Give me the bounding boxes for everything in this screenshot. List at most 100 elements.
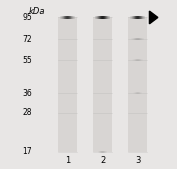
- Bar: [140, 38, 141, 40]
- Bar: [102, 151, 103, 153]
- Text: 55: 55: [22, 56, 32, 65]
- Bar: [133, 59, 134, 61]
- Bar: [103, 16, 104, 19]
- Bar: [106, 16, 107, 19]
- Bar: [128, 17, 147, 152]
- Bar: [98, 16, 99, 19]
- Bar: [64, 16, 65, 19]
- Bar: [135, 92, 136, 94]
- Bar: [140, 92, 141, 94]
- Bar: [141, 59, 142, 61]
- Text: 72: 72: [23, 34, 32, 44]
- Bar: [133, 38, 134, 40]
- Bar: [70, 16, 71, 19]
- Bar: [97, 16, 98, 19]
- Bar: [144, 16, 145, 19]
- Text: kDa: kDa: [29, 7, 45, 16]
- Bar: [101, 151, 102, 153]
- Bar: [60, 16, 61, 19]
- Bar: [135, 16, 136, 19]
- Bar: [58, 17, 77, 152]
- Text: 2: 2: [100, 156, 105, 165]
- Bar: [135, 59, 136, 61]
- Bar: [62, 16, 63, 19]
- Bar: [142, 59, 143, 61]
- Bar: [98, 151, 99, 153]
- Bar: [100, 16, 101, 19]
- Bar: [142, 38, 143, 40]
- Bar: [72, 16, 73, 19]
- Bar: [134, 92, 135, 94]
- Bar: [138, 59, 139, 61]
- Bar: [67, 16, 68, 19]
- Text: 3: 3: [135, 156, 140, 165]
- Bar: [101, 16, 102, 19]
- Bar: [134, 16, 135, 19]
- Bar: [137, 92, 138, 94]
- Polygon shape: [149, 11, 158, 24]
- Bar: [104, 151, 105, 153]
- Bar: [68, 16, 69, 19]
- Bar: [139, 92, 140, 94]
- Text: 1: 1: [65, 156, 70, 165]
- Bar: [93, 17, 112, 152]
- Bar: [105, 16, 106, 19]
- Bar: [132, 59, 133, 61]
- Bar: [73, 16, 74, 19]
- Bar: [142, 16, 143, 19]
- Bar: [141, 92, 142, 94]
- Bar: [143, 16, 144, 19]
- Text: 17: 17: [23, 147, 32, 156]
- Bar: [140, 16, 141, 19]
- Bar: [102, 16, 103, 19]
- Bar: [131, 16, 132, 19]
- Bar: [139, 59, 140, 61]
- Bar: [134, 38, 135, 40]
- Bar: [96, 16, 97, 19]
- Bar: [133, 16, 134, 19]
- Bar: [141, 16, 142, 19]
- Bar: [139, 16, 140, 19]
- Bar: [137, 16, 138, 19]
- Bar: [63, 16, 64, 19]
- Text: 95: 95: [22, 13, 32, 22]
- Bar: [136, 16, 137, 19]
- Bar: [107, 16, 108, 19]
- Bar: [133, 92, 134, 94]
- Bar: [103, 151, 104, 153]
- Bar: [136, 38, 137, 40]
- Bar: [139, 38, 140, 40]
- Bar: [134, 59, 135, 61]
- Bar: [104, 16, 105, 19]
- Bar: [61, 16, 62, 19]
- Bar: [138, 38, 139, 40]
- Bar: [132, 38, 133, 40]
- Bar: [69, 16, 70, 19]
- Bar: [106, 151, 107, 153]
- Bar: [137, 59, 138, 61]
- Text: 36: 36: [22, 89, 32, 98]
- Bar: [99, 16, 100, 19]
- Bar: [130, 16, 131, 19]
- Bar: [136, 92, 137, 94]
- Bar: [143, 38, 144, 40]
- Bar: [100, 151, 101, 153]
- Bar: [140, 59, 141, 61]
- Bar: [138, 92, 139, 94]
- Bar: [99, 151, 100, 153]
- Bar: [137, 38, 138, 40]
- Bar: [95, 16, 96, 19]
- Bar: [136, 59, 137, 61]
- Bar: [138, 16, 139, 19]
- Bar: [109, 16, 110, 19]
- Text: 28: 28: [23, 108, 32, 117]
- Bar: [71, 16, 72, 19]
- Bar: [65, 16, 66, 19]
- Bar: [135, 38, 136, 40]
- Bar: [105, 151, 106, 153]
- Bar: [66, 16, 67, 19]
- Bar: [132, 16, 133, 19]
- Bar: [108, 16, 109, 19]
- Bar: [74, 16, 75, 19]
- Bar: [131, 38, 132, 40]
